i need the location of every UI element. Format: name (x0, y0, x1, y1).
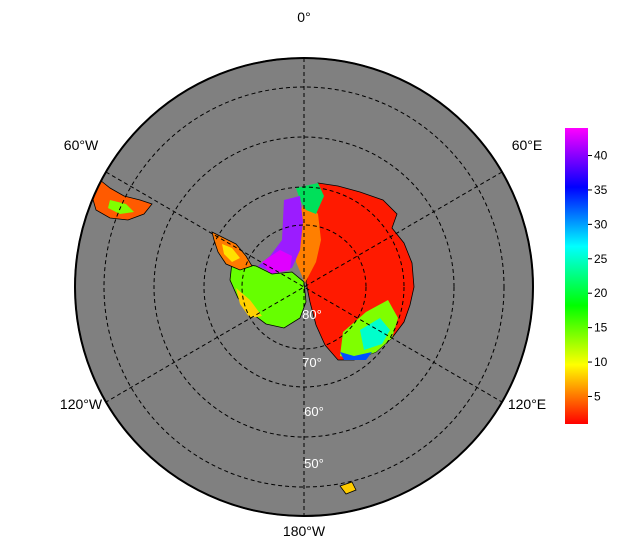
lon-label-0: 0° (297, 9, 310, 25)
colorbar-tick-label: 30 (594, 217, 608, 231)
antarctica-data (91, 179, 415, 495)
colorbar-tick-label: 15 (594, 321, 608, 335)
west-magenta (262, 250, 292, 274)
meridian-60w-120e (105, 171, 503, 403)
island-south (339, 481, 357, 495)
colorbar-gradient (565, 128, 588, 424)
colorbar: 5 10 15 20 25 30 35 40 (565, 128, 608, 424)
lat-label-80: 80° (302, 307, 322, 322)
east-blue-coast (340, 352, 372, 360)
east-cyan-band (360, 318, 390, 350)
colorbar-ticks: 5 10 15 20 25 30 35 40 (588, 149, 608, 403)
lon-label-120e: 120°E (508, 396, 546, 412)
meridians (105, 58, 503, 516)
west-lower (229, 261, 307, 329)
lon-label-60w: 60°W (64, 137, 99, 153)
lat-circle-50 (103, 86, 505, 488)
west-purple (258, 196, 303, 272)
lon-label-180w: 180°W (283, 523, 326, 539)
lat-circle-60 (153, 136, 455, 438)
colorbar-tick-label: 35 (594, 183, 608, 197)
lat-label-50: 50° (304, 456, 324, 471)
colorbar-tick-label: 40 (594, 149, 608, 163)
lat-label-60: 60° (304, 404, 324, 419)
peninsula-tip (222, 244, 240, 262)
colorbar-tick-label: 25 (594, 252, 608, 266)
lat-label-70: 70° (302, 355, 322, 370)
colorbar-tick-label: 5 (594, 389, 601, 403)
lon-label-120w: 120°W (60, 396, 103, 412)
map-frame (74, 57, 534, 517)
meridian-60e-120w (105, 171, 503, 403)
lon-label-60e: 60°E (512, 137, 543, 153)
lat-circle-80 (241, 224, 367, 350)
south-america-tip (91, 179, 153, 221)
ridge-green (296, 183, 324, 214)
colorbar-tick-label: 20 (594, 286, 608, 300)
colorbar-tick-label: 10 (594, 355, 608, 369)
